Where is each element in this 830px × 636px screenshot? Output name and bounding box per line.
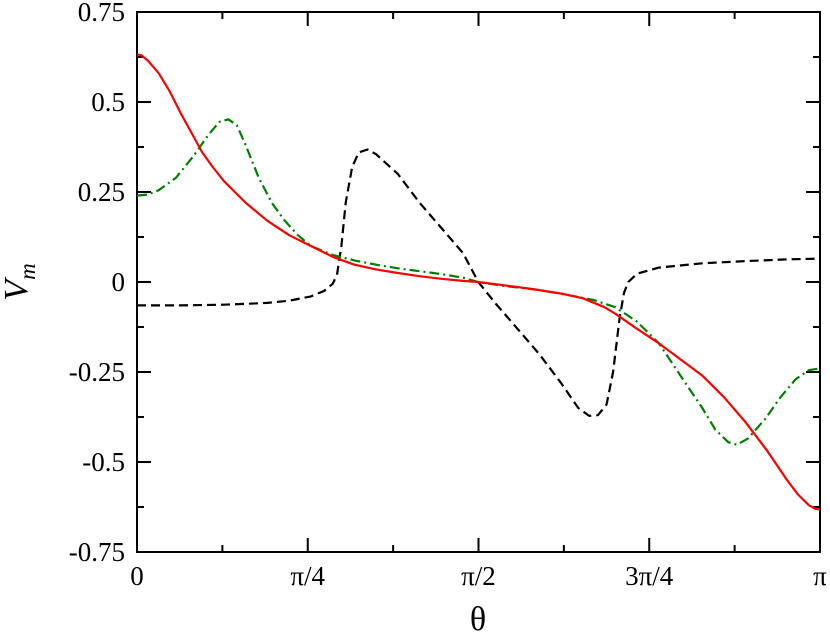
- x-tick-label: π: [813, 561, 827, 591]
- x-tick-label: π/2: [461, 561, 496, 591]
- x-tick-label: π/4: [290, 561, 325, 591]
- axis-ticks: [136, 11, 821, 553]
- y-axis-label-subscript: m: [15, 263, 40, 280]
- series-line-dashed: [137, 148, 821, 417]
- y-tick-label: -0.5: [82, 447, 125, 477]
- x-tick-label: 3π/4: [625, 561, 674, 591]
- y-tick-label: 0: [112, 267, 126, 297]
- series-line-dashdot: [136, 118, 821, 446]
- axis-tick-labels: 0 π/4 π/2 3π/4 π 0.75 0.5 0.25 0 -0.25 -0.5 -0.75: [69, 0, 827, 591]
- series-line-solid: [136, 53, 821, 511]
- y-tick-label: -0.25: [69, 357, 125, 387]
- x-tick-label: 0: [130, 561, 144, 591]
- series-lines: [136, 53, 821, 511]
- y-tick-label: 0.75: [78, 0, 125, 27]
- y-axis-label: Vm: [0, 263, 40, 300]
- y-tick-label: 0.5: [91, 87, 125, 117]
- y-tick-label: 0.25: [78, 177, 125, 207]
- x-axis-label: θ: [470, 601, 486, 636]
- y-tick-label: -0.75: [69, 537, 125, 567]
